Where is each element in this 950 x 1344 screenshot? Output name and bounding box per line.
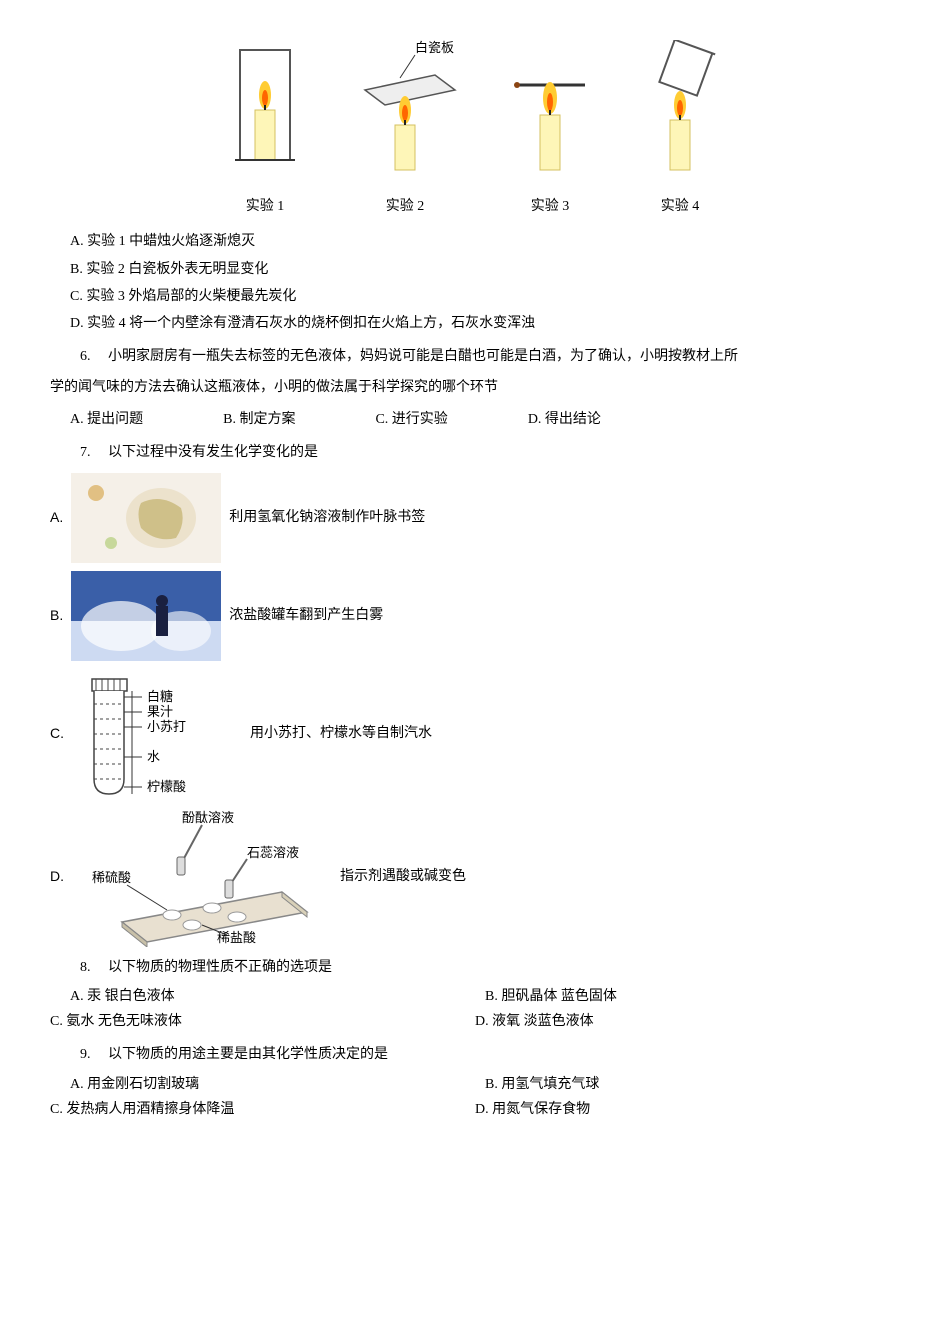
q7-optC-img: 白糖 果汁 小苏打 水 柠檬酸: [72, 669, 242, 799]
q6: 6. 小明家厨房有一瓶失去标签的无色液体，妈妈说可能是白醋也可能是白酒，为了确认…: [80, 344, 900, 369]
svg-text:酚酞溶液: 酚酞溶液: [182, 810, 234, 825]
q5-optC: C. 实验 3 外焰局部的火柴梗最先炭化: [70, 284, 900, 309]
q7-optB-text: 浓盐酸罐车翻到产生白雾: [229, 603, 383, 628]
exp2-label: 实验 2: [345, 194, 465, 219]
q8-text: 以下物质的物理性质不正确的选项是: [108, 960, 332, 975]
svg-text:小苏打: 小苏打: [147, 719, 186, 734]
q6-optC: C. 进行实验: [375, 407, 447, 432]
q9-optD: D. 用氮气保存食物: [475, 1097, 900, 1122]
q9-row2: C. 发热病人用酒精擦身体降温 D. 用氮气保存食物: [50, 1097, 900, 1122]
exp1-label: 实验 1: [225, 194, 305, 219]
q7-optB-letter: B.: [50, 603, 63, 628]
svg-text:白糖: 白糖: [147, 689, 173, 704]
q7-optA-text: 利用氢氧化钠溶液制作叶脉书签: [229, 505, 425, 530]
q7-text: 以下过程中没有发生化学变化的是: [108, 445, 318, 460]
q7-optD-letter: D.: [50, 864, 64, 889]
experiment-2: 白瓷板 实验 2: [345, 40, 465, 219]
q9: 9. 以下物质的用途主要是由其化学性质决定的是: [80, 1042, 900, 1067]
q6-options: A. 提出问题 B. 制定方案 C. 进行实验 D. 得出结论: [70, 407, 900, 432]
q9-optC: C. 发热病人用酒精擦身体降温: [50, 1097, 475, 1122]
q5-optD: D. 实验 4 将一个内壁涂有澄清石灰水的烧杯倒扣在火焰上方，石灰水变浑浊: [70, 311, 900, 336]
svg-text:柠檬酸: 柠檬酸: [147, 779, 186, 794]
exp3-label: 实验 3: [505, 194, 595, 219]
q6-optB: B. 制定方案: [223, 407, 295, 432]
q8: 8. 以下物质的物理性质不正确的选项是: [80, 955, 900, 980]
q8-row1: A. 汞 银白色液体 B. 胆矾晶体 蓝色固体: [70, 984, 900, 1009]
q9-text: 以下物质的用途主要是由其化学性质决定的是: [108, 1047, 388, 1062]
q9-row1: A. 用金刚石切割玻璃 B. 用氢气填充气球: [70, 1072, 900, 1097]
q7-optD-img: 酚酞溶液 石蕊溶液 稀硫酸 稀盐酸: [72, 807, 332, 947]
q9-optB: B. 用氢气填充气球: [485, 1072, 900, 1097]
q6-text1: 小明家厨房有一瓶失去标签的无色液体，妈妈说可能是白醋也可能是白酒，为了确认，小明…: [108, 349, 738, 364]
q7: 7. 以下过程中没有发生化学变化的是: [80, 440, 900, 465]
svg-text:稀盐酸: 稀盐酸: [217, 930, 256, 945]
q9-optA: A. 用金刚石切割玻璃: [70, 1072, 485, 1097]
q7-num: 7.: [80, 445, 91, 460]
q7-optC-text: 用小苏打、柠檬水等自制汽水: [250, 721, 432, 746]
q5-optA: A. 实验 1 中蜡烛火焰逐渐熄灭: [70, 229, 900, 254]
q7-optC: C. 白糖 果汁 小苏打 水 柠檬酸 用小苏打、柠檬水等自制汽水: [50, 669, 900, 799]
experiment-4: 实验 4: [635, 40, 725, 219]
svg-text:稀硫酸: 稀硫酸: [92, 870, 131, 885]
q7-optA: A. 利用氢氧化钠溶液制作叶脉书签: [50, 473, 900, 563]
svg-text:水: 水: [147, 749, 160, 764]
exp4-svg: [635, 40, 725, 180]
exp1-svg: [225, 40, 305, 180]
experiment-3: 实验 3: [505, 40, 595, 219]
q8-optD: D. 液氧 淡蓝色液体: [475, 1009, 900, 1034]
svg-text:石蕊溶液: 石蕊溶液: [247, 845, 299, 860]
tile-label: 白瓷板: [415, 40, 454, 55]
q6-text2: 学的闻气味的方法去确认这瓶液体，小明的做法属于科学探究的哪个环节: [50, 375, 900, 400]
q6-optA: A. 提出问题: [70, 407, 143, 432]
q8-optA: A. 汞 银白色液体: [70, 984, 485, 1009]
q8-row2: C. 氨水 无色无味液体 D. 液氧 淡蓝色液体: [50, 1009, 900, 1034]
q7-optC-letter: C.: [50, 721, 64, 746]
q9-num: 9.: [80, 1047, 91, 1062]
exp2-svg: 白瓷板: [345, 40, 465, 180]
q8-num: 8.: [80, 960, 91, 975]
exp3-svg: [505, 40, 595, 180]
q7-optB: B. 浓盐酸罐车翻到产生白雾: [50, 571, 900, 661]
q7-optB-img: [71, 571, 221, 661]
experiment-1: 实验 1: [225, 40, 305, 219]
svg-text:果汁: 果汁: [147, 704, 173, 719]
q7-optA-letter: A.: [50, 505, 63, 530]
q8-optB: B. 胆矾晶体 蓝色固体: [485, 984, 900, 1009]
q7-optA-img: [71, 473, 221, 563]
q7-optD-text: 指示剂遇酸或碱变色: [340, 864, 466, 889]
q7-optD: D. 酚酞溶液 石蕊溶液 稀硫酸 稀盐酸 指示剂遇酸或碱变色: [50, 807, 900, 947]
exp4-label: 实验 4: [635, 194, 725, 219]
q5-optB: B. 实验 2 白瓷板外表无明显变化: [70, 257, 900, 282]
q6-optD: D. 得出结论: [528, 407, 601, 432]
q5-options: A. 实验 1 中蜡烛火焰逐渐熄灭 B. 实验 2 白瓷板外表无明显变化 C. …: [70, 229, 900, 336]
q6-num: 6.: [80, 349, 91, 364]
q8-optC: C. 氨水 无色无味液体: [50, 1009, 475, 1034]
experiment-figures: 实验 1 白瓷板 实验 2 实验 3: [50, 40, 900, 219]
